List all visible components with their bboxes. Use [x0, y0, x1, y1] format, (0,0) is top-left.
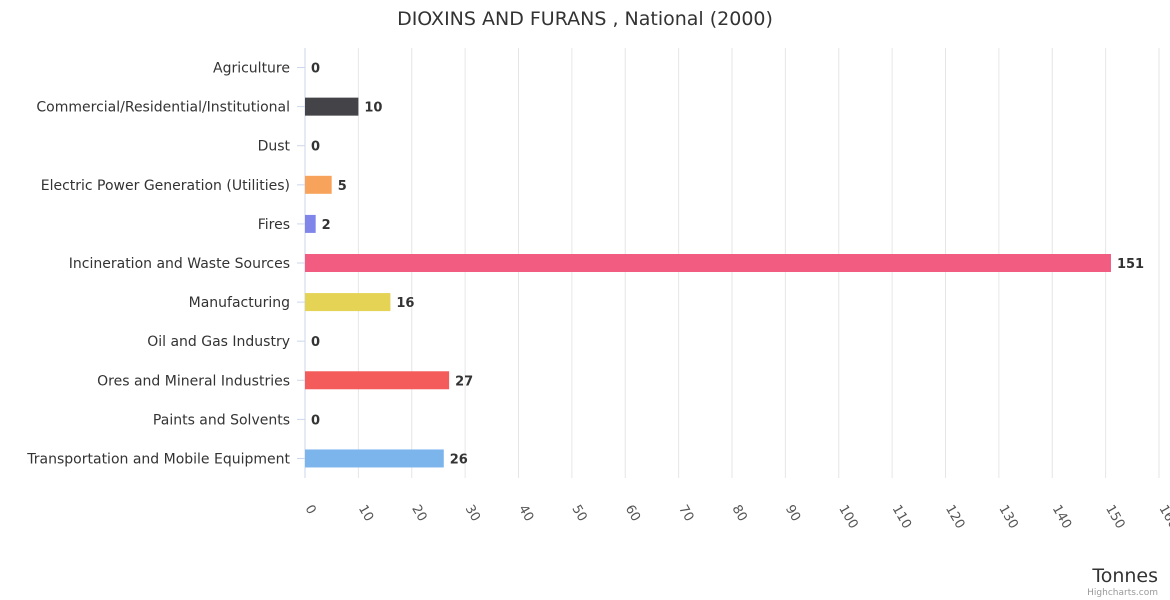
x-tick-label: 120 — [942, 503, 967, 532]
data-label: 10 — [364, 101, 382, 116]
x-tick-label: 60 — [622, 503, 643, 525]
data-label: 0 — [311, 335, 320, 350]
x-axis-title: Tonnes — [1091, 565, 1158, 587]
bar[interactable] — [305, 293, 391, 312]
bar[interactable] — [305, 97, 359, 116]
category-label: Fires — [258, 217, 290, 233]
x-tick-label: 150 — [1102, 503, 1127, 532]
category-label: Ores and Mineral Industries — [97, 373, 290, 389]
bar[interactable] — [305, 175, 332, 194]
category-label: Commercial/Residential/Institutional — [36, 100, 290, 116]
data-label: 0 — [311, 413, 320, 428]
data-label: 0 — [311, 62, 320, 77]
category-label: Manufacturing — [189, 295, 290, 311]
x-tick-label: 110 — [889, 503, 914, 532]
x-tick-label: 40 — [515, 503, 536, 525]
bar[interactable] — [305, 449, 444, 468]
x-tick-label: 10 — [355, 503, 376, 525]
category-label: Agriculture — [213, 61, 290, 77]
category-label: Electric Power Generation (Utilities) — [41, 178, 290, 194]
x-tick-label: 50 — [568, 503, 589, 525]
x-tick-label: 70 — [675, 503, 696, 525]
data-label: 151 — [1117, 257, 1144, 272]
data-label: 26 — [450, 452, 468, 467]
x-tick-label: 80 — [729, 503, 750, 525]
chart-title: DIOXINS AND FURANS , National (2000) — [397, 8, 773, 30]
data-label: 27 — [455, 374, 473, 389]
x-tick-label: 130 — [995, 503, 1020, 532]
credits-link[interactable]: Highcharts.com — [1087, 588, 1158, 598]
x-tick-label: 100 — [835, 503, 860, 532]
data-label: 16 — [396, 296, 414, 311]
x-tick-label: 90 — [782, 503, 803, 525]
x-tick-label: 0 — [302, 503, 319, 518]
category-label: Transportation and Mobile Equipment — [26, 451, 290, 467]
bars — [305, 97, 1111, 468]
bar[interactable] — [305, 371, 450, 390]
bar[interactable] — [305, 254, 1111, 272]
data-labels: 0 10 0 5 2 151 16 0 27 0 26 — [311, 62, 1144, 468]
category-label: Oil and Gas Industry — [147, 334, 290, 350]
x-axis-ticks: 0 10 20 30 40 50 60 70 80 90 100 110 120 130 140 150 160 — [302, 503, 1170, 532]
category-label: Paints and Solvents — [153, 412, 290, 428]
category-label: Incineration and Waste Sources — [69, 256, 290, 272]
x-tick-label: 20 — [408, 503, 429, 525]
x-tick-label: 140 — [1049, 503, 1074, 532]
data-label: 0 — [311, 140, 320, 155]
x-tick-label: 30 — [462, 503, 483, 525]
category-labels: Agriculture Commercial/Residential/Instit… — [26, 61, 290, 468]
category-label: Dust — [258, 139, 291, 155]
x-tick-label: 160 — [1156, 503, 1170, 532]
data-label: 5 — [338, 179, 347, 194]
data-label: 2 — [322, 218, 331, 233]
bar[interactable] — [305, 214, 316, 233]
